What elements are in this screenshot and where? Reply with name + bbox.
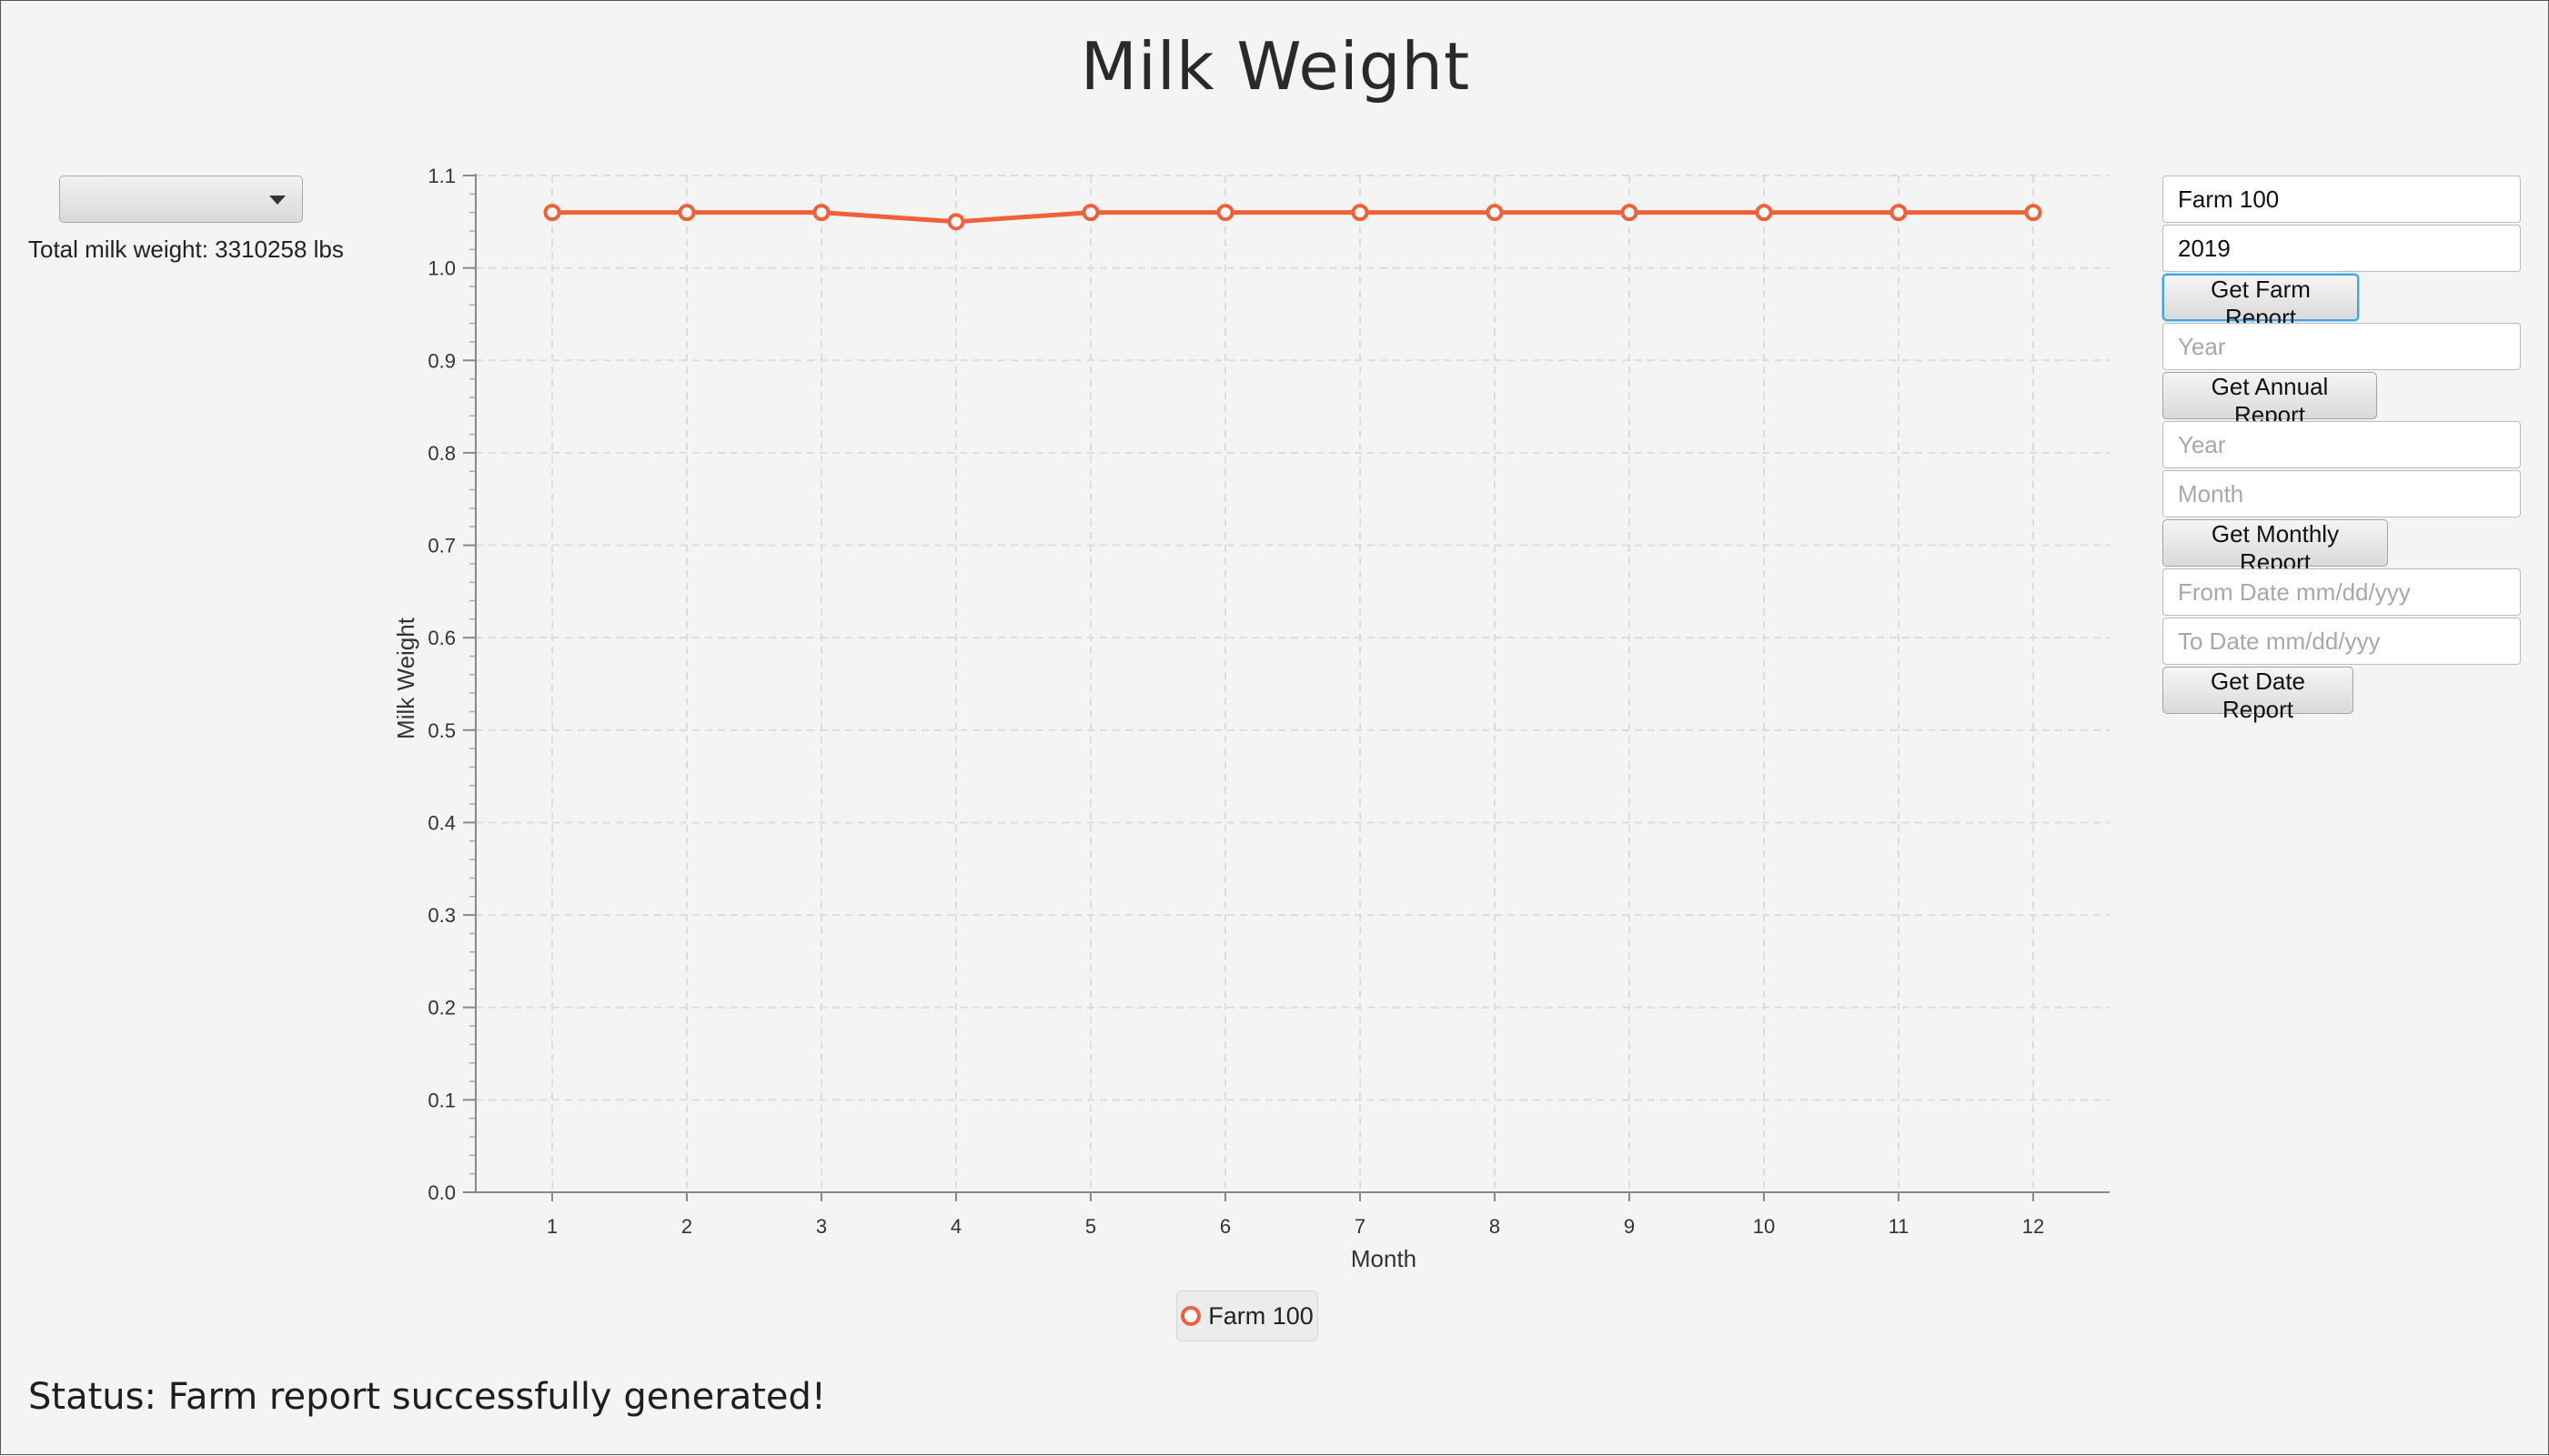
x-tick-label: 12 (2022, 1215, 2044, 1238)
annual-year-input[interactable] (2162, 323, 2521, 370)
farm-id-input[interactable] (2162, 176, 2521, 223)
data-point (2024, 204, 2042, 222)
y-tick-label: 0.7 (428, 535, 456, 557)
chevron-down-icon (269, 196, 286, 205)
from-date-input[interactable] (2162, 568, 2521, 616)
x-tick-label: 6 (1220, 1215, 1231, 1238)
x-tick-label: 1 (547, 1215, 558, 1238)
chart-legend: Farm 100 (1176, 1290, 1318, 1341)
y-tick-label: 1.1 (428, 165, 456, 187)
farm-year-input[interactable] (2162, 225, 2521, 272)
to-date-input[interactable] (2162, 618, 2521, 665)
data-point (1755, 204, 1773, 222)
y-tick-label: 0.8 (428, 442, 456, 465)
y-tick-label: 0.6 (428, 627, 456, 649)
monthly-year-input[interactable] (2162, 421, 2521, 468)
page-title: Milk Weight (1080, 28, 1471, 105)
status-message: Status: Farm report successfully generat… (28, 1376, 826, 1418)
data-point (1082, 204, 1100, 222)
x-axis-label: Month (1351, 1245, 1416, 1272)
y-tick-label: 0.0 (428, 1181, 456, 1204)
x-tick-label: 7 (1355, 1215, 1365, 1238)
legend-series-label: Farm 100 (1208, 1301, 1314, 1330)
get-date-report-button[interactable]: Get Date Report (2162, 667, 2353, 723)
y-tick-label: 0.9 (428, 349, 456, 372)
y-tick-label: 0.5 (428, 719, 456, 742)
y-tick-label: 0.3 (428, 904, 456, 927)
get-farm-report-button[interactable]: Get Farm Report (2162, 274, 2359, 331)
data-point (1216, 204, 1234, 222)
y-tick-label: 0.1 (428, 1089, 456, 1111)
data-point (1486, 204, 1504, 222)
data-point (678, 204, 696, 222)
total-milk-weight: Total milk weight: 3310258 lbs (28, 236, 344, 263)
data-point (1351, 204, 1369, 222)
x-tick-label: 11 (1889, 1215, 1909, 1238)
y-axis-label: Milk Weight (392, 617, 419, 739)
get-annual-report-button[interactable]: Get Annual Report (2162, 372, 2377, 428)
farm-select-dropdown[interactable] (59, 176, 303, 223)
data-point (947, 213, 965, 231)
data-point (812, 204, 831, 222)
x-tick-label: 9 (1624, 1215, 1635, 1238)
x-tick-label: 4 (951, 1215, 962, 1238)
x-tick-label: 8 (1489, 1215, 1500, 1238)
data-point (543, 204, 561, 222)
y-tick-label: 1.0 (428, 257, 456, 280)
x-tick-label: 3 (816, 1215, 827, 1238)
x-tick-label: 10 (1753, 1215, 1775, 1238)
data-point (1889, 204, 1908, 222)
x-tick-label: 2 (681, 1215, 692, 1238)
series-line (552, 210, 2033, 225)
monthly-month-input[interactable] (2162, 470, 2521, 517)
legend-series-symbol (1181, 1306, 1202, 1326)
y-tick-label: 0.4 (428, 811, 456, 834)
x-tick-label: 5 (1085, 1215, 1096, 1238)
y-tick-label: 0.2 (428, 997, 456, 1019)
get-monthly-report-button[interactable]: Get Monthly Report (2162, 519, 2388, 576)
data-point (1620, 204, 1638, 222)
